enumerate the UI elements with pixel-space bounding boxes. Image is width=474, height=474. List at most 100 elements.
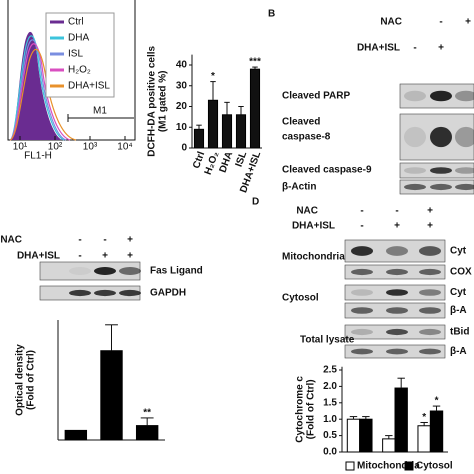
condition-label: NAC <box>380 17 402 28</box>
bar <box>429 410 444 453</box>
blot-band <box>69 289 91 297</box>
gate-label: M1 <box>93 106 107 117</box>
y-axis-label: (Fold of Ctrl) <box>26 350 37 410</box>
condition-label: DHA+ISL <box>17 251 60 262</box>
fraction-label: Total lysate <box>300 335 355 346</box>
condition-sign: - <box>395 206 398 217</box>
condition-sign: + <box>127 251 133 262</box>
condition-sign: - <box>78 251 81 262</box>
blot-label: Cleaved PARP <box>282 91 351 102</box>
y-tick-label: 0.5 <box>323 430 337 441</box>
bar <box>382 438 396 453</box>
condition-sign: + <box>102 251 108 262</box>
y-tick-label: 1.5 <box>323 397 337 408</box>
blot <box>344 239 446 263</box>
blot-label: Cleaved <box>282 117 320 128</box>
blot-band <box>419 268 441 276</box>
y-axis-label: (Fold of Ctrl) <box>306 379 317 439</box>
condition-sign: - <box>78 235 81 246</box>
y-tick-label: 20 <box>176 101 188 112</box>
blot-band <box>386 246 408 256</box>
bar <box>394 387 408 453</box>
blot-label: β-A <box>450 346 467 357</box>
blot-band <box>404 167 426 174</box>
y-tick-label: 2.0 <box>323 381 337 392</box>
blot-band <box>119 289 141 297</box>
condition-sign: + <box>127 235 133 246</box>
x-tick-label: 10² <box>48 142 63 153</box>
blot-band <box>94 267 116 275</box>
histogram-frame <box>7 0 136 141</box>
blot-band <box>404 183 426 191</box>
blot-band <box>351 268 373 276</box>
blot-label: Cleaved caspase-9 <box>282 165 372 176</box>
condition-sign: - <box>439 17 442 28</box>
bar <box>100 350 123 441</box>
blot-label: GAPDH <box>150 288 186 299</box>
y-tick-label: 1.0 <box>323 414 337 425</box>
panel-label: D <box>252 197 259 208</box>
blot-band <box>351 307 373 314</box>
blot-band <box>386 268 408 276</box>
blot-band <box>94 289 116 297</box>
histogram-curve <box>9 35 65 141</box>
condition-sign: - <box>413 43 416 54</box>
histogram-curve <box>9 48 77 141</box>
blot-band <box>351 289 373 296</box>
significance: *** <box>249 57 261 68</box>
y-tick-label: 30 <box>176 80 188 91</box>
blot-band <box>404 126 426 148</box>
x-tick-label: ISL <box>234 150 250 168</box>
condition-sign: + <box>465 17 471 28</box>
x-tick-label: 10³ <box>83 142 98 153</box>
blot-band <box>430 126 452 148</box>
panel-label: B <box>268 9 275 20</box>
blot-label: Cyt <box>450 246 467 257</box>
blot-band <box>419 289 441 296</box>
blot-band <box>386 328 408 336</box>
legend-swatch <box>404 461 414 471</box>
blot-label: β-A <box>450 305 467 316</box>
bar <box>359 418 373 453</box>
significance: * <box>435 396 439 407</box>
blot-band <box>430 167 452 174</box>
blot-band <box>455 167 474 174</box>
bar <box>135 425 159 441</box>
bar <box>193 128 205 149</box>
legend-label: H₂O₂ <box>68 65 91 76</box>
condition-label: NAC <box>0 235 22 246</box>
blot-band <box>351 328 373 336</box>
condition-label: DHA+ISL <box>292 221 335 232</box>
fraction-label: Cytosol <box>282 293 319 304</box>
blot-label: caspase-8 <box>282 132 331 143</box>
bar <box>417 425 431 453</box>
histogram-curve <box>9 43 71 141</box>
blot-label: β-Actin <box>282 182 316 193</box>
legend-label: Ctrl <box>68 17 84 28</box>
legend-label: DHA+ISL <box>68 81 110 92</box>
condition-sign: + <box>427 206 433 217</box>
y-tick-label: 0.0 <box>323 447 337 458</box>
blot-band <box>430 183 452 191</box>
histogram-fill <box>10 31 62 141</box>
blot-band <box>430 90 452 102</box>
condition-label: NAC <box>296 206 318 217</box>
blot-band <box>455 183 474 191</box>
y-tick-label: 40 <box>176 60 188 71</box>
x-tick-label: 10⁴ <box>117 142 132 153</box>
y-tick-label: 10 <box>176 122 188 133</box>
y-axis-label: DCFH-DA positive cells <box>147 45 158 156</box>
blot-label: COX <box>450 267 472 278</box>
blot-band <box>386 348 408 355</box>
x-axis-label: FL1-H <box>24 151 52 162</box>
significance: * <box>211 71 215 82</box>
condition-sign: - <box>360 206 363 217</box>
bar <box>64 429 88 441</box>
legend-label: DHA <box>68 33 89 44</box>
blot-band <box>69 267 91 275</box>
y-axis-label: (M1 gated %) <box>158 70 169 132</box>
condition-label: DHA+ISL <box>357 43 400 54</box>
y-tick-label: 2.5 <box>323 365 337 376</box>
bar <box>221 114 233 149</box>
